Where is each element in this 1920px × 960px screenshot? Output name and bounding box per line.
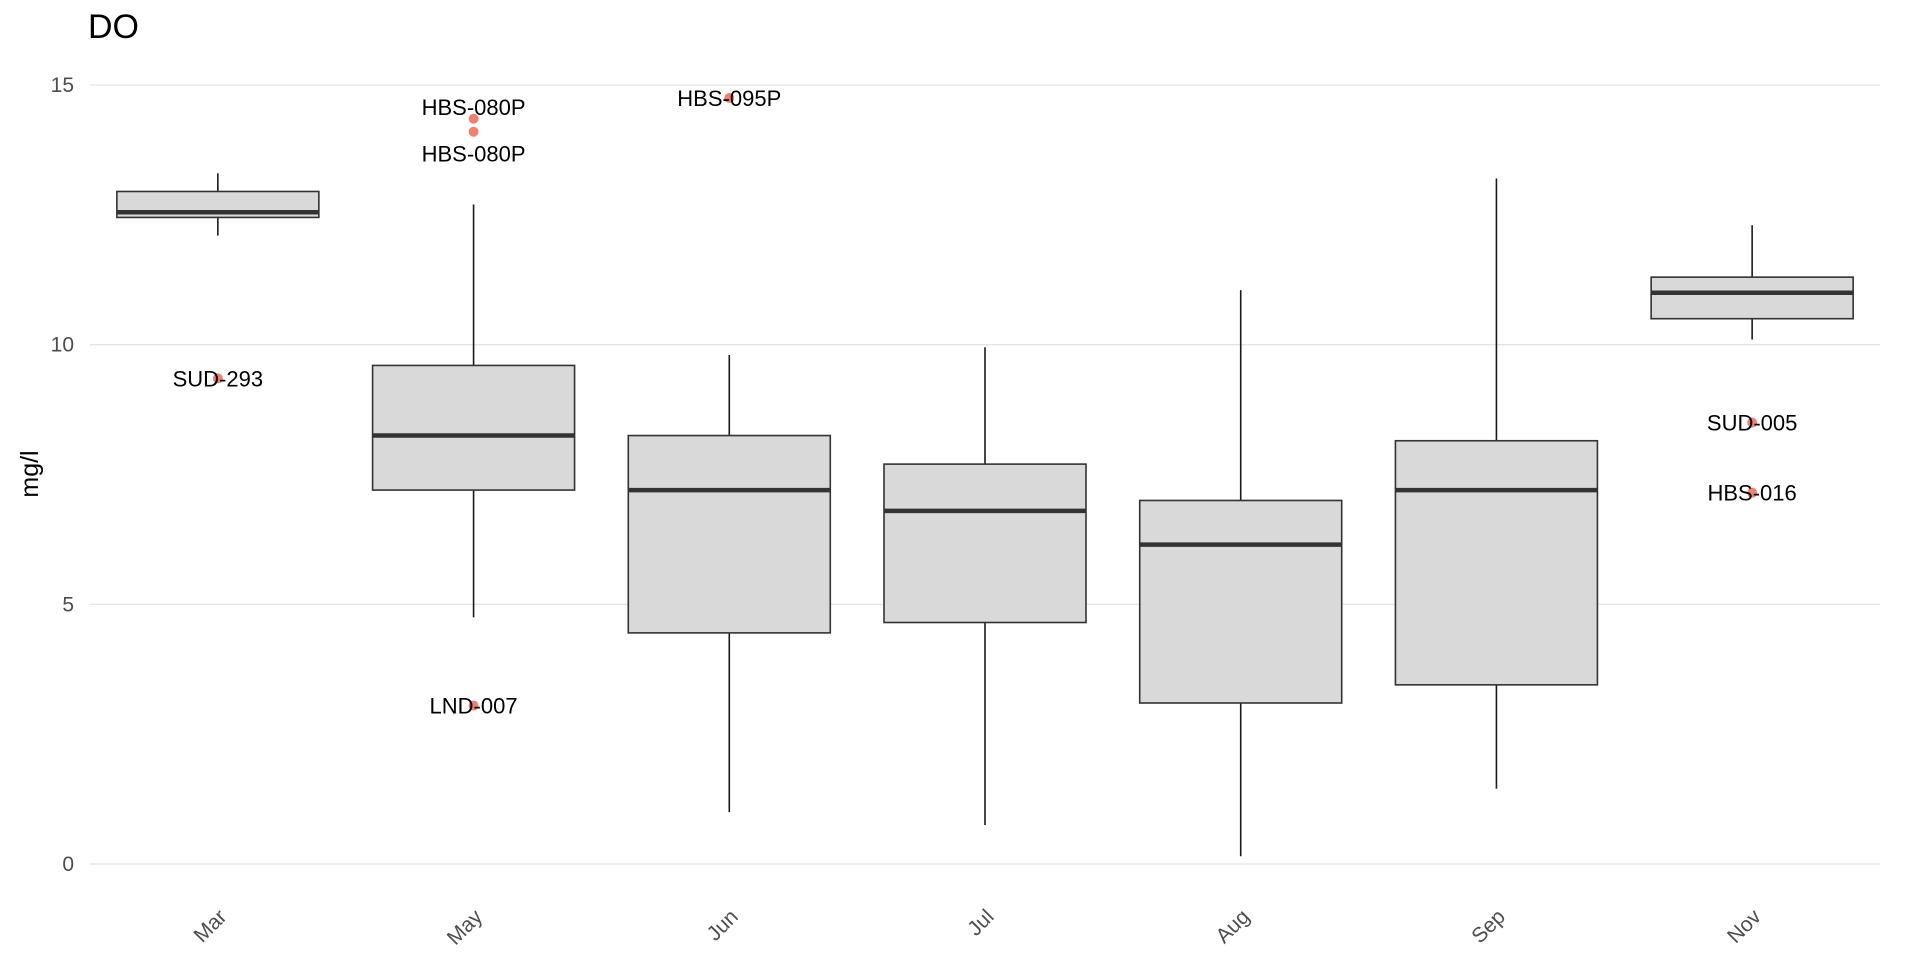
outlier-point <box>212 373 223 384</box>
x-tick-label: Aug <box>1212 905 1255 948</box>
outlier-label: HBS-080P <box>422 95 526 120</box>
outlier-point <box>468 126 479 137</box>
outlier-label: HBS-016 <box>1708 481 1797 506</box>
box-iqr <box>883 463 1087 624</box>
outlier-label: LND-007 <box>430 694 518 719</box>
x-tick-label: Nov <box>1723 905 1766 948</box>
box-iqr <box>1138 499 1343 704</box>
outlier-label: SUD-293 <box>173 366 263 391</box>
chart-title: DO <box>88 8 139 46</box>
x-tick-label: Sep <box>1467 905 1510 948</box>
outlier-point <box>468 113 479 124</box>
outlier-label: HBS-080P <box>422 142 526 167</box>
y-axis-label: mg/l <box>16 450 44 497</box>
y-tick-label: 15 <box>51 74 74 97</box>
outlier-label: HBS-095P <box>677 86 781 111</box>
y-tick-label: 5 <box>62 593 74 616</box>
x-tick-label: Jun <box>703 905 743 945</box>
outlier-point <box>1747 487 1758 498</box>
box-iqr <box>371 364 576 491</box>
outlier-label: SUD-005 <box>1707 411 1797 436</box>
box-iqr <box>627 434 832 634</box>
y-tick-label: 10 <box>51 334 74 357</box>
outlier-point <box>468 700 479 711</box>
outlier-point <box>724 92 735 103</box>
outlier-point <box>1747 417 1758 428</box>
box-iqr <box>1394 439 1599 686</box>
x-tick-label: Jul <box>963 905 998 940</box>
x-tick-label: Mar <box>190 905 232 947</box>
x-tick-label: May <box>443 905 488 950</box>
y-tick-label: 0 <box>62 853 74 876</box>
box-iqr <box>1650 276 1854 320</box>
